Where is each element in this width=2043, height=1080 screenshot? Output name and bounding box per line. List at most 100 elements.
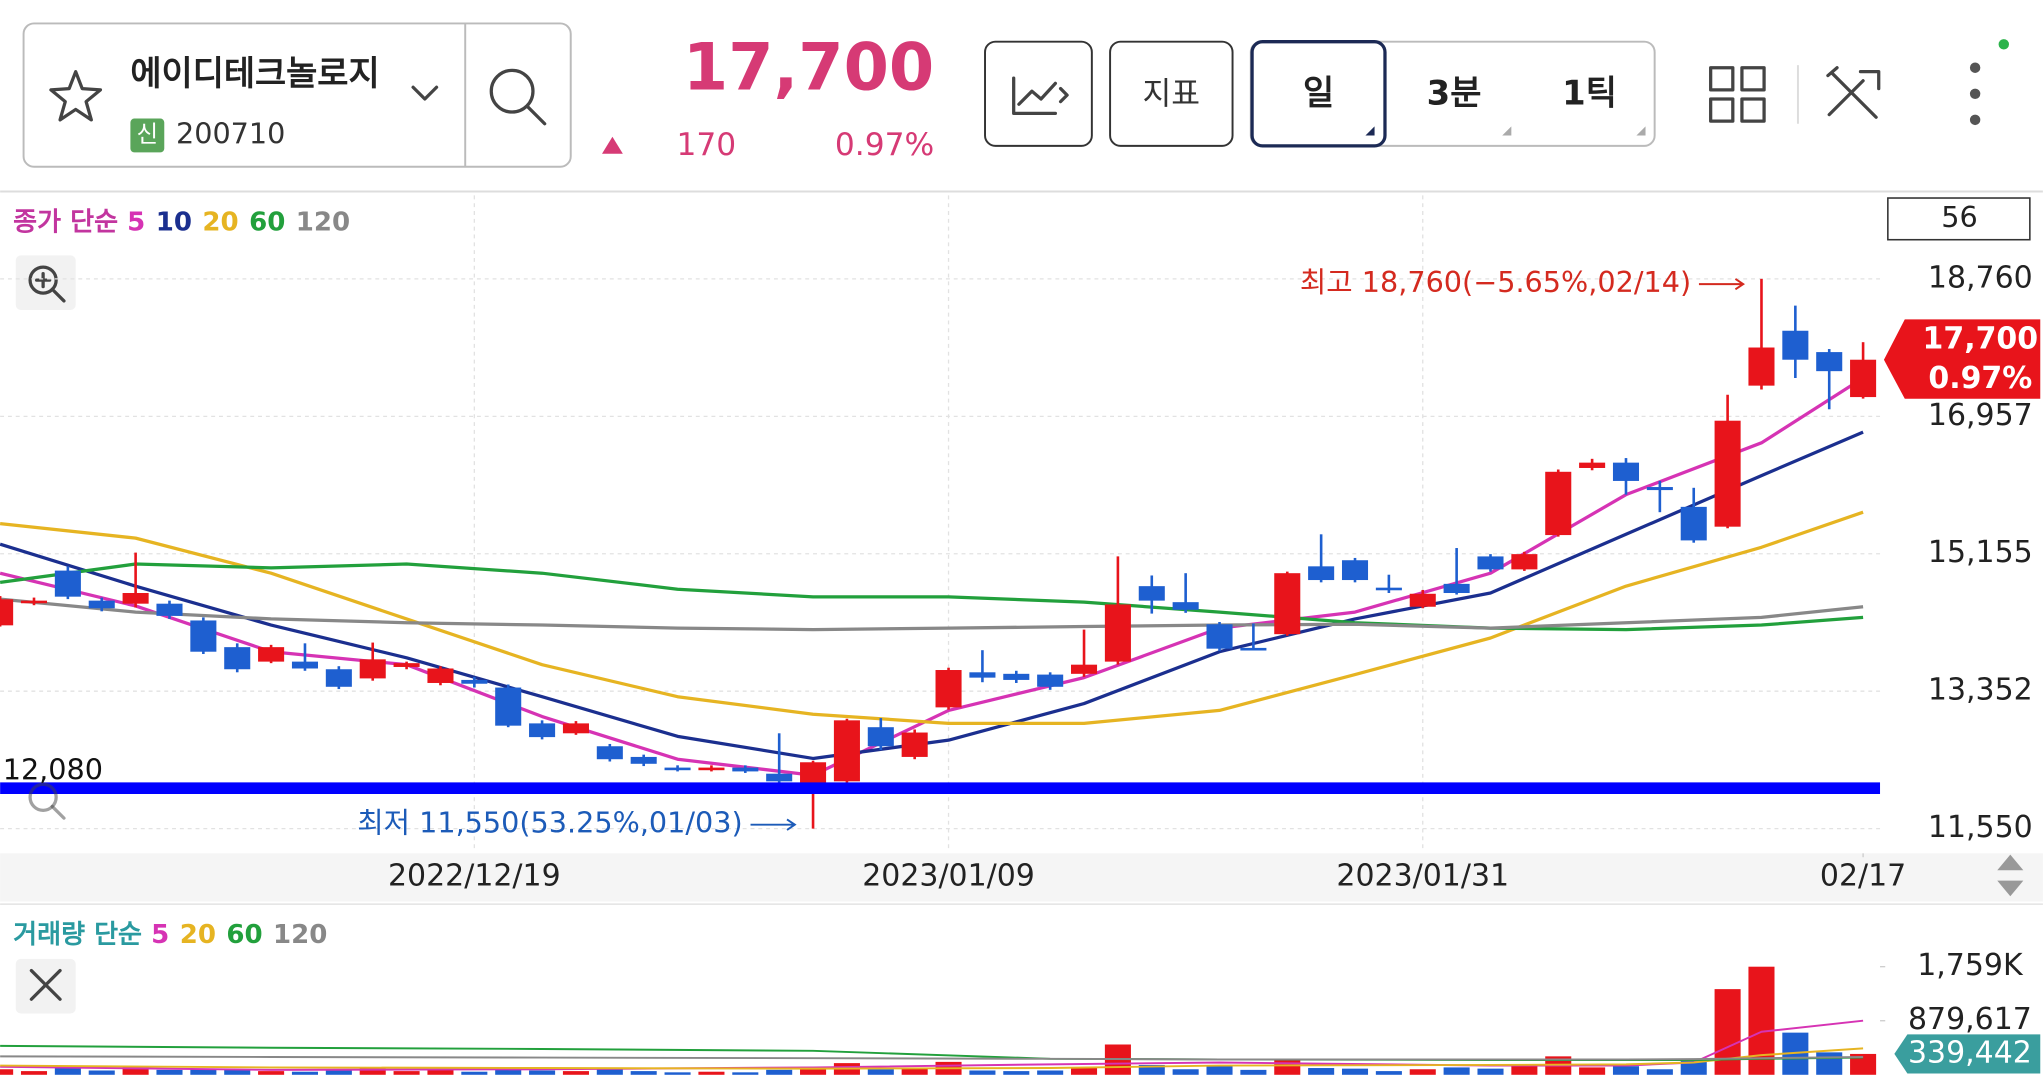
x-tick-label: 2022/12/19 bbox=[388, 858, 561, 893]
volume-bar bbox=[1511, 1065, 1538, 1075]
legend-entry: 10 bbox=[156, 207, 192, 237]
zoom-in[interactable] bbox=[15, 255, 76, 311]
candle-body bbox=[1375, 587, 1402, 591]
zoom-out[interactable] bbox=[28, 782, 66, 820]
volume-bar bbox=[1612, 1066, 1640, 1075]
volume-bar bbox=[732, 1072, 759, 1075]
volume-bar bbox=[325, 1070, 352, 1075]
more-menu[interactable] bbox=[1969, 62, 1981, 126]
candle-body bbox=[156, 603, 183, 616]
legend-entry: 120 bbox=[273, 920, 327, 950]
date-bar bbox=[0, 853, 2043, 902]
candle-body bbox=[1714, 420, 1741, 527]
volume-bar bbox=[291, 1071, 319, 1075]
volume-bar bbox=[1477, 1068, 1504, 1075]
candle-body bbox=[122, 593, 149, 604]
zoom-out-circle bbox=[28, 782, 58, 812]
volume-bar bbox=[1274, 1058, 1301, 1075]
volume-bar bbox=[1816, 1052, 1843, 1075]
volume-bar bbox=[1172, 1069, 1199, 1075]
search-icon[interactable] bbox=[489, 68, 547, 126]
candle-body bbox=[969, 672, 996, 678]
candle-body bbox=[1612, 462, 1640, 481]
candle-body bbox=[20, 600, 48, 604]
legend-title: 종가 단순 bbox=[13, 207, 118, 237]
candle-body bbox=[833, 720, 860, 782]
volume-bar bbox=[20, 1071, 48, 1075]
chart-type-icon bbox=[1012, 76, 1069, 115]
candle-body bbox=[1138, 586, 1165, 601]
volume-bar bbox=[1646, 1069, 1673, 1075]
high-arrow bbox=[1698, 278, 1745, 291]
change-pct: 0.97% bbox=[835, 127, 934, 163]
candle-body bbox=[1409, 593, 1436, 607]
dropdown-chevron[interactable] bbox=[411, 85, 439, 101]
volume-bar bbox=[1037, 1070, 1064, 1075]
volume-tag bbox=[1894, 1034, 2041, 1074]
volume-tag-label: 339,442 bbox=[1908, 1035, 2032, 1070]
y-tick-label: 11,550 bbox=[1928, 810, 2033, 845]
period-tick-label[interactable]: 1틱 bbox=[1562, 74, 1617, 113]
period-3min-label[interactable]: 3분 bbox=[1427, 74, 1482, 113]
candle-body bbox=[1274, 573, 1301, 635]
volume-bar bbox=[1409, 1069, 1436, 1075]
volume-bar bbox=[969, 1070, 996, 1075]
candle-body bbox=[1240, 647, 1267, 651]
period-day[interactable] bbox=[1250, 40, 1387, 148]
favorite-star[interactable] bbox=[49, 70, 103, 122]
volume-bar bbox=[156, 1069, 183, 1075]
tools-icon[interactable] bbox=[1826, 66, 1881, 119]
x-tick-label: 2023/01/09 bbox=[862, 858, 1035, 893]
candle-body bbox=[1308, 566, 1335, 581]
stock-name: 에이디테크놀로지 bbox=[130, 54, 379, 93]
candle-body bbox=[1680, 506, 1707, 541]
candle-body bbox=[1748, 347, 1775, 386]
volume-bar bbox=[258, 1071, 285, 1075]
candle-body bbox=[325, 669, 352, 687]
volume-bar bbox=[800, 1066, 827, 1075]
scroll-arrows[interactable] bbox=[1997, 854, 2024, 897]
volume-bar bbox=[1714, 989, 1741, 1075]
volume-bar bbox=[427, 1069, 454, 1075]
y-tick-label: 1,759K bbox=[1917, 948, 2024, 983]
volume-bar bbox=[495, 1067, 522, 1075]
legend-entry: 20 bbox=[202, 207, 238, 237]
ma-line bbox=[0, 597, 1864, 632]
change: 170 bbox=[677, 127, 737, 163]
low-arrow bbox=[750, 818, 797, 831]
volume-bar bbox=[1579, 1067, 1606, 1075]
price: 17,700 bbox=[683, 31, 934, 106]
legend-entry: 60 bbox=[249, 207, 285, 237]
candle-body bbox=[461, 679, 488, 684]
stock-box[interactable] bbox=[22, 22, 572, 168]
layout-icon[interactable] bbox=[1709, 66, 1766, 123]
volume-bar bbox=[122, 1066, 149, 1075]
y-tick-label: 18,760 bbox=[1928, 260, 2033, 295]
ma-line bbox=[0, 430, 1864, 761]
candle-body bbox=[54, 570, 81, 597]
candle-body bbox=[495, 687, 522, 726]
legend-title: 거래량 단순 bbox=[13, 920, 142, 950]
visible-count: 56 bbox=[1941, 200, 1977, 234]
volume-bar bbox=[1443, 1067, 1470, 1075]
indicator-button[interactable] bbox=[1109, 40, 1234, 147]
chart-type-button[interactable] bbox=[984, 40, 1093, 147]
volume-bar bbox=[1138, 1064, 1165, 1075]
candle-body bbox=[1579, 462, 1606, 468]
candle-body bbox=[800, 762, 827, 786]
candle-body bbox=[0, 599, 14, 626]
volume-bar bbox=[0, 1069, 14, 1075]
candle-body bbox=[698, 767, 725, 771]
y-tick-label: 15,155 bbox=[1928, 535, 2033, 570]
corner bbox=[1365, 126, 1375, 136]
ma-line bbox=[0, 510, 1864, 726]
candle-body bbox=[1850, 359, 1877, 398]
close-volume[interactable] bbox=[15, 958, 76, 1014]
volume-bar bbox=[630, 1071, 657, 1075]
badge-bg bbox=[130, 118, 165, 153]
candle-body bbox=[1206, 624, 1233, 649]
candle-body bbox=[935, 670, 962, 708]
volume-bar bbox=[1206, 1066, 1233, 1075]
candle-body bbox=[562, 723, 589, 734]
volume-bar bbox=[190, 1068, 217, 1075]
